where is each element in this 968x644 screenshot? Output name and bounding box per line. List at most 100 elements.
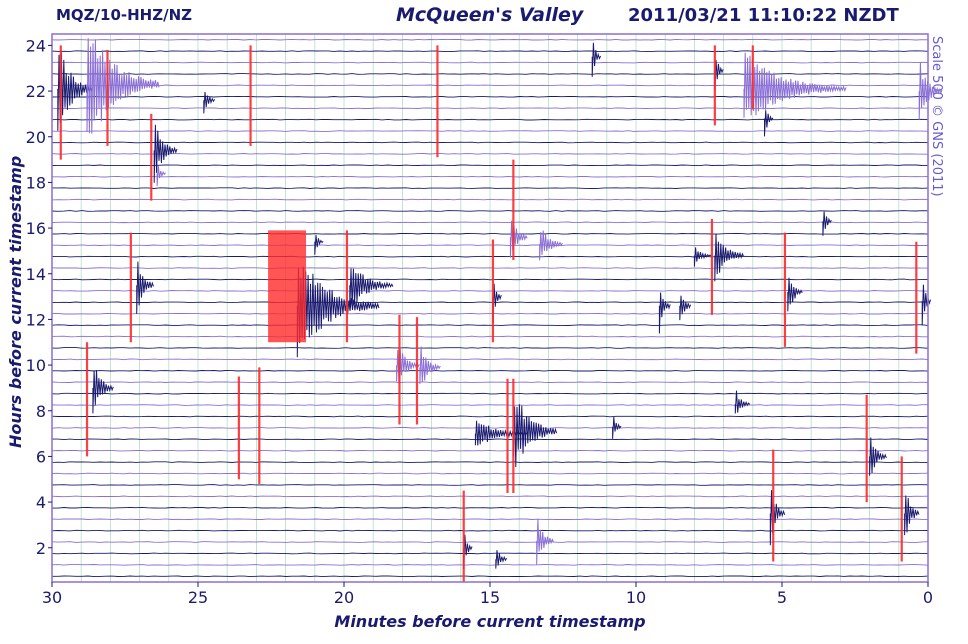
seismic-trace xyxy=(51,506,929,509)
event-waveform xyxy=(734,390,751,414)
seismic-trace xyxy=(51,495,929,498)
event-waveform xyxy=(203,91,216,114)
event-waveform xyxy=(314,235,324,255)
event-waveform xyxy=(787,277,803,312)
event-waveform xyxy=(463,534,473,570)
seismic-trace xyxy=(51,130,929,132)
seismic-trace xyxy=(51,175,929,178)
seismic-trace xyxy=(51,267,928,269)
event-waveform xyxy=(296,266,380,358)
event-waveform xyxy=(512,404,558,468)
seismic-trace xyxy=(51,95,929,98)
seismic-trace xyxy=(51,187,929,189)
event-waveform xyxy=(869,437,887,476)
seismic-trace xyxy=(51,198,929,201)
seismic-trace xyxy=(51,233,929,235)
event-waveform xyxy=(495,550,508,569)
y-tick-label: 4 xyxy=(36,493,46,512)
seismic-trace xyxy=(51,38,929,41)
event-waveform xyxy=(918,61,943,120)
y-tick-label: 20 xyxy=(26,128,46,147)
seismic-trace xyxy=(51,73,929,75)
y-tick-label: 6 xyxy=(36,447,46,466)
seismic-trace xyxy=(51,278,928,281)
trigger-box xyxy=(268,230,307,343)
seismic-trace xyxy=(52,244,928,247)
seismic-trace xyxy=(51,347,929,349)
seismic-trace xyxy=(51,312,929,315)
event-waveform xyxy=(591,42,602,77)
seismic-trace xyxy=(51,381,929,383)
seismic-trace xyxy=(52,575,929,578)
x-tick-label: 0 xyxy=(923,588,933,607)
seismic-trace xyxy=(51,61,929,64)
station-code: MQZ/10-HHZ/NZ xyxy=(56,6,193,24)
event-waveform xyxy=(714,233,745,282)
seismic-trace xyxy=(51,552,928,555)
x-tick-label: 15 xyxy=(480,588,500,607)
event-waveform xyxy=(92,369,114,414)
seismic-trace xyxy=(51,107,929,110)
y-tick-label: 24 xyxy=(26,36,46,55)
seismic-trace xyxy=(51,153,928,155)
seismic-trace xyxy=(51,404,928,406)
event-waveform xyxy=(679,295,692,321)
seismic-trace xyxy=(51,335,928,338)
event-waveform xyxy=(536,519,554,565)
seismic-trace xyxy=(51,290,929,292)
x-tick-label: 10 xyxy=(626,588,646,607)
event-waveform xyxy=(492,283,502,323)
seismic-trace xyxy=(51,210,929,212)
seismic-trace xyxy=(51,541,929,543)
event-waveform xyxy=(419,346,441,384)
x-tick-label: 20 xyxy=(334,588,354,607)
seismic-trace xyxy=(51,427,929,429)
x-axis-label: Minutes before current timestamp xyxy=(334,612,646,631)
event-waveform xyxy=(153,124,178,183)
event-waveform xyxy=(693,247,712,267)
y-tick-label: 14 xyxy=(26,265,46,284)
seismic-trace xyxy=(51,449,929,452)
event-waveform xyxy=(769,490,786,546)
y-tick-label: 2 xyxy=(36,539,46,558)
seismic-trace xyxy=(51,415,929,418)
event-waveform xyxy=(743,52,847,118)
seismic-trace xyxy=(51,564,929,566)
seismic-trace xyxy=(51,118,929,121)
seismic-trace xyxy=(52,369,929,372)
y-tick-label: 8 xyxy=(36,402,46,421)
y-tick-label: 18 xyxy=(26,173,46,192)
seismic-trace xyxy=(51,484,929,486)
event-waveform xyxy=(136,261,154,315)
site-name: McQueen's Valley xyxy=(396,4,584,26)
event-waveform xyxy=(156,165,166,186)
seismic-trace xyxy=(51,529,929,532)
seismic-trace xyxy=(51,472,929,475)
y-tick-label: 16 xyxy=(26,219,46,238)
y-tick-label: 22 xyxy=(26,82,46,101)
y-axis-label: Hours before current timestamp xyxy=(6,155,25,448)
event-waveform xyxy=(822,211,832,236)
timestamp: 2011/03/21 11:10:22 NZDT xyxy=(628,5,899,26)
grid xyxy=(51,34,929,582)
seismic-trace xyxy=(51,518,928,521)
seismic-trace xyxy=(51,324,929,326)
event-waveform xyxy=(904,495,920,536)
traces xyxy=(51,38,929,578)
seismic-trace xyxy=(51,392,928,395)
x-tick-label: 25 xyxy=(188,588,208,607)
event-waveform xyxy=(509,220,528,258)
event-waveform xyxy=(658,292,671,334)
seismic-trace xyxy=(51,358,929,361)
x-tick-label: 30 xyxy=(42,588,62,607)
event-waveform xyxy=(349,268,394,311)
event-waveform xyxy=(612,416,622,439)
seismic-trace xyxy=(51,255,929,258)
event-waveform xyxy=(86,38,160,134)
y-tick-label: 12 xyxy=(26,310,46,329)
seismic-trace xyxy=(51,50,929,52)
seismic-trace xyxy=(51,221,929,224)
y-tick-label: 10 xyxy=(26,356,46,375)
